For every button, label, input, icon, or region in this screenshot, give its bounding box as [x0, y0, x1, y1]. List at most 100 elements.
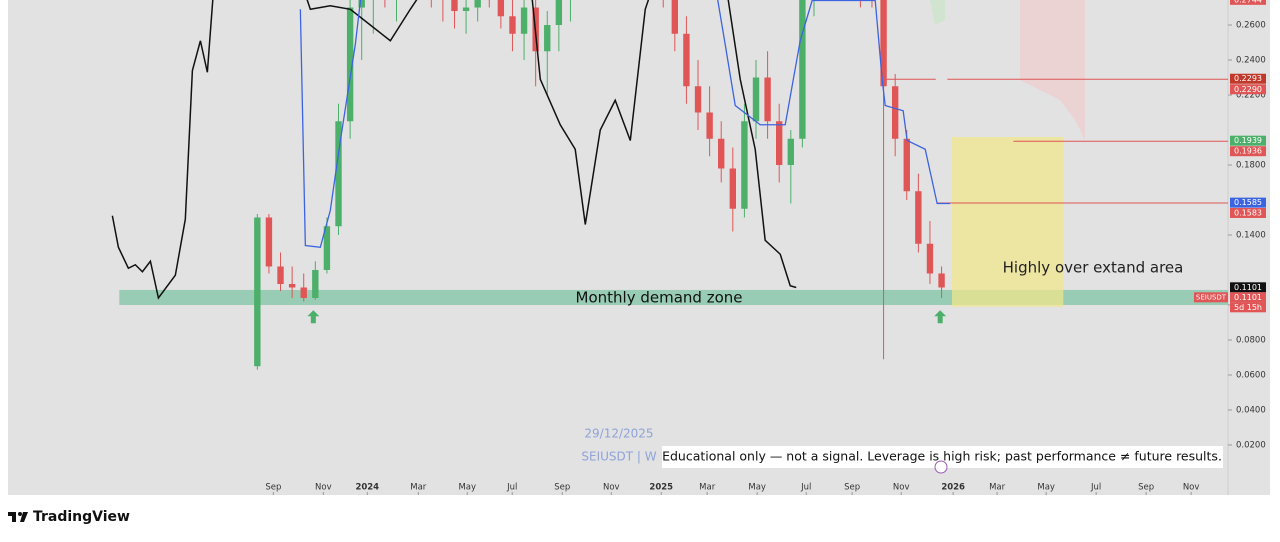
price-label-box [1230, 207, 1266, 218]
y-tick-label: 0.0400 [1236, 405, 1266, 415]
x-tick-label: Sep [554, 483, 570, 493]
y-tick-label: 0.0200 [1236, 440, 1266, 450]
symbol: SEIUSDT [1196, 293, 1227, 301]
candle-body [903, 138, 910, 192]
x-tick-label: 2026 [941, 483, 965, 493]
price-label: 0.1939 [1234, 136, 1262, 145]
price-label-box [1230, 292, 1266, 303]
y-tick-label: 0.0800 [1236, 335, 1266, 345]
candle-body [706, 112, 713, 139]
x-tick-label: May [458, 483, 476, 493]
candle-body [764, 77, 771, 122]
y-tick-label: 0.2600 [1236, 21, 1266, 31]
x-tick-label: Nov [315, 483, 332, 493]
candle-body [729, 168, 736, 209]
cloud [1020, 0, 1085, 140]
candle-body [520, 7, 528, 34]
cloud [930, 0, 945, 25]
logo [8, 512, 28, 522]
x-tick-label: Jul [506, 483, 517, 493]
brand: TradingView [33, 509, 130, 525]
icon [934, 460, 948, 474]
candle-body [323, 226, 331, 270]
y-tick-label: 0.1800 [1236, 161, 1266, 171]
line [111, 0, 797, 300]
price-label-box [1230, 0, 1266, 5]
candle-body [462, 7, 470, 12]
price-label-box [1230, 197, 1266, 208]
x-tick-label: Nov [1183, 483, 1200, 493]
arrow [934, 310, 947, 324]
candle-body [474, 0, 481, 8]
candle-body [938, 273, 945, 288]
price-label-box [1230, 135, 1266, 146]
price-label-box [1230, 73, 1266, 84]
x-tick-label: Nov [893, 483, 910, 493]
symbol-box [1194, 292, 1228, 303]
candle-body [694, 86, 702, 113]
candle-body [787, 138, 794, 165]
candle-body [277, 266, 284, 284]
price-label: 0.1583 [1234, 208, 1262, 217]
x-tick-label: Jul [800, 483, 811, 493]
candle-body [926, 243, 934, 274]
x-tick-label: Sep [1138, 483, 1154, 493]
price-label-box [1230, 282, 1266, 293]
x-tick-label: 2024 [355, 483, 379, 493]
countdown: 5d 15h [1234, 303, 1262, 312]
candle-body [891, 86, 899, 139]
candle-body [346, 7, 354, 122]
x-tick-label: May [748, 483, 766, 493]
y-tick-label: 0.2200 [1236, 91, 1266, 101]
candle-body [915, 191, 922, 244]
candle-body [288, 283, 296, 288]
price-label: 0.2290 [1234, 85, 1262, 94]
candle-body [358, 0, 365, 8]
candle-body [776, 121, 783, 165]
zone-label: Monthly demand zone [576, 289, 743, 307]
candle-body [509, 16, 516, 34]
candle-body [544, 25, 551, 52]
zone [119, 289, 1228, 305]
candle-body [335, 121, 342, 227]
disclaimer: Educational only — not a signal. Leverag… [662, 449, 1222, 464]
price-label-box [1230, 84, 1266, 95]
candle-body [312, 269, 319, 298]
x-tick-label: Sep [844, 483, 860, 493]
candle-body [741, 121, 748, 209]
candle-body [300, 287, 307, 298]
x-tick-label: 2025 [649, 483, 673, 493]
x-tick-label: Nov [603, 483, 620, 493]
zone-label: Highly over extand area [1003, 259, 1184, 277]
x-tick-label: Jul [1090, 483, 1101, 493]
candle-body [880, 0, 887, 87]
y-tick-label: 0.1400 [1236, 230, 1266, 240]
arrow [307, 310, 320, 324]
x-tick-label: Mar [989, 483, 1006, 493]
candle-body [265, 217, 273, 267]
price-label: 0.1101 [1234, 283, 1262, 292]
candle-body [671, 0, 679, 34]
y-tick-label: 0.2400 [1236, 56, 1266, 66]
x-tick-label: Sep [265, 483, 281, 493]
x-tick-label: Mar [410, 483, 427, 493]
line [299, 0, 951, 248]
zone [951, 137, 1064, 307]
price-label-box [1230, 146, 1266, 157]
countdown-box [1230, 302, 1266, 313]
price-label: 0.2293 [1234, 74, 1262, 83]
x-tick-label: Mar [699, 483, 716, 493]
candle-body [497, 0, 505, 17]
candle-body [683, 33, 690, 87]
price-label: 0.1101 [1234, 293, 1262, 302]
price-label: 0.1585 [1234, 198, 1262, 207]
candle-body [799, 0, 806, 139]
price-label: 0.2744 [1234, 0, 1262, 4]
date-label: 29/12/2025 [584, 427, 653, 441]
candle-body [555, 0, 563, 26]
candle-body [254, 217, 261, 367]
symbol-label: SEIUSDT | W [581, 450, 656, 464]
candle-body [451, 0, 458, 12]
disclaimer-box [662, 446, 1223, 468]
